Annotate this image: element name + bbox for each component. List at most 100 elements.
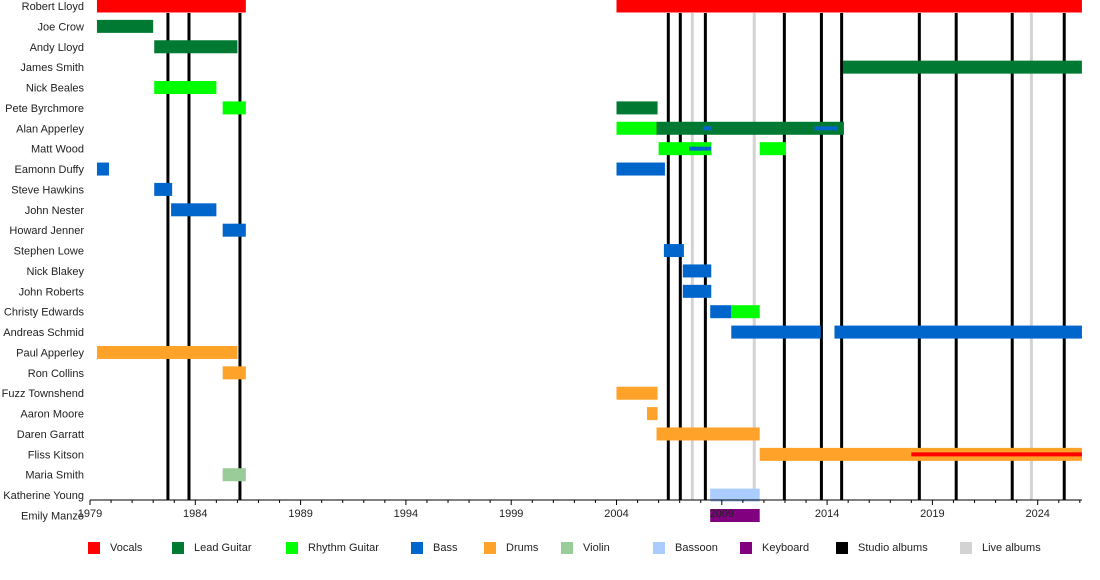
legend-label: Vocals [110,542,143,554]
member-label: Andy Lloyd [30,42,84,54]
bar-drums [616,386,658,400]
x-tick-label: 1999 [499,508,523,520]
x-tick-label: 2004 [604,508,628,520]
member-label: Stephen Lowe [14,246,84,258]
x-tick-label: 2014 [815,508,839,520]
legend-item: Bassoon [653,542,718,554]
legend-swatch [411,542,423,554]
bar-lead-guitar [616,101,658,115]
secondary-bar-bass [814,126,838,131]
member-label: Aaron Moore [20,409,84,421]
bar-rhythm-guitar [731,305,760,319]
bar-bass [154,182,173,196]
secondary-bar-bass [702,126,712,131]
legend-swatch [286,542,298,554]
member-label: Nick Beales [26,83,85,95]
member-label: Andreas Schmid [3,327,84,339]
legend: Vocals Lead Guitar Rhythm Guitar Bass Drums V… [0,542,1100,558]
bar-bass [682,264,712,278]
legend-swatch [484,542,496,554]
member-label: Robert Lloyd [22,1,84,13]
bar-vocals [616,0,1082,13]
member-label: Matt Wood [31,144,84,156]
legend-label: Rhythm Guitar [308,542,379,554]
member-label: Joe Crow [38,21,85,33]
bar-lead-guitar [154,40,238,54]
legend-item: Rhythm Guitar [286,542,379,554]
legend-label: Keyboard [762,542,810,554]
member-label: Emily Manzo [21,511,84,523]
legend-swatch [960,542,972,554]
legend-swatch [836,542,848,554]
bar-bass [731,325,821,339]
x-tick-label: 1994 [394,508,418,520]
member-label: Daren Garratt [17,429,84,441]
bar-rhythm-guitar [616,121,657,135]
legend-item: Drums [484,542,538,554]
member-label: Christy Edwards [4,307,85,319]
bar-rhythm-guitar [154,81,217,95]
legend-item: Lead Guitar [172,542,251,554]
bar-keyboard [710,509,760,522]
legend-item: Bass [411,542,457,554]
secondary-bar-vocals [911,452,1082,457]
bar-bass [834,325,1082,339]
bar-bass [171,203,217,217]
secondary-bar-bass [689,146,712,151]
bar-rhythm-guitar [658,142,712,156]
x-tick-label: 1979 [78,508,102,520]
legend-label: Bass [433,542,458,554]
member-label: Fliss Kitson [28,449,84,461]
bar-lead-guitar [656,121,844,135]
bar-bass [222,223,246,237]
member-label: James Smith [20,62,84,74]
member-label: John Nester [25,205,85,217]
member-label: Steve Hawkins [11,184,84,196]
timeline-chart: Robert Lloyd Joe Crow Andy Lloyd James Smit… [2,0,1082,523]
member-label: Howard Jenner [9,225,84,237]
legend-label: Lead Guitar [194,542,252,554]
bar-drums [647,407,658,421]
bar-drums [96,345,238,359]
bar-bassoon [710,488,760,502]
bar-rhythm-guitar [222,101,246,115]
member-label: Eamonn Duffy [14,164,84,176]
bar-bass [682,284,712,298]
bar-drums [656,427,760,441]
legend-label: Live albums [982,542,1041,554]
legend-swatch [172,542,184,554]
legend-item: Studio albums [836,542,928,554]
member-label: Katherine Young [3,490,84,502]
bar-bass [663,244,684,258]
legend-label: Bassoon [675,542,718,554]
bar-drums [222,366,246,380]
x-tick-label: 1984 [183,508,207,520]
legend-item: Keyboard [740,542,809,554]
bar-bass [96,162,109,176]
member-label: Paul Apperley [16,347,84,359]
legend-item: Vocals [88,542,142,554]
bar-bass [616,162,665,176]
member-label: Pete Byrchmore [5,103,84,115]
legend-swatch [561,542,573,554]
bar-lead-guitar [842,60,1082,74]
member-label: Ron Collins [28,368,85,380]
member-label: Maria Smith [25,470,84,482]
bar-lead-guitar [96,19,154,33]
legend-label: Violin [583,542,610,554]
legend-swatch [740,542,752,554]
x-tick-label: 1989 [288,508,312,520]
bar-rhythm-guitar [759,142,787,156]
member-label: Nick Blakey [27,266,85,278]
member-label: John Roberts [19,286,85,298]
x-tick-label: 2019 [920,508,944,520]
x-tick-label: 2009 [710,508,734,520]
legend-label: Studio albums [858,542,928,554]
legend-swatch [653,542,665,554]
bar-vocals [96,0,246,13]
member-label: Fuzz Townshend [2,388,84,400]
legend-item: Live albums [960,542,1041,554]
member-label: Alan Apperley [16,123,84,135]
legend-label: Drums [506,542,539,554]
bar-violin [222,468,246,482]
